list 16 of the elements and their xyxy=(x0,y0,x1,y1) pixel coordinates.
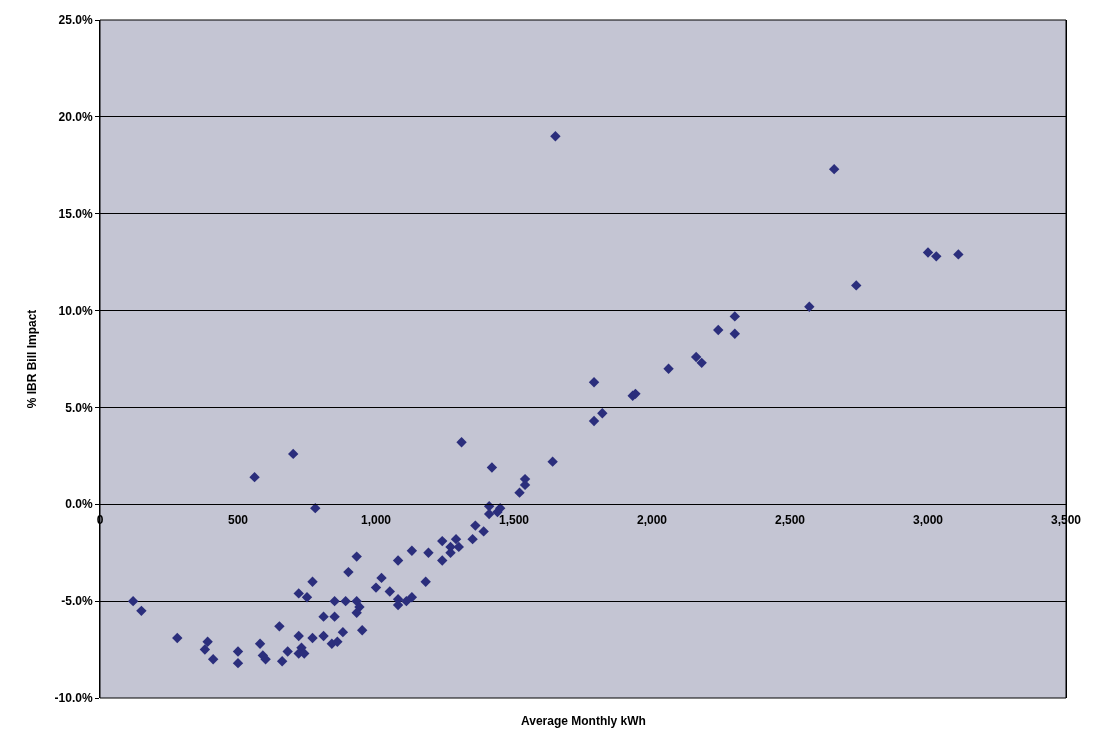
y-tick-label: 5.0% xyxy=(65,400,93,415)
x-axis-title: Average Monthly kWh xyxy=(521,714,646,728)
y-tick-label: -10.0% xyxy=(54,691,93,706)
y-tick-label: 10.0% xyxy=(58,303,93,318)
x-tick-label: 1,500 xyxy=(498,512,530,527)
x-tick-label: 2,500 xyxy=(774,512,806,527)
x-tick-label: 3,000 xyxy=(912,512,944,527)
y-tick-label: -5.0% xyxy=(61,594,93,609)
y-tick-label: 20.0% xyxy=(58,110,93,125)
y-tick-label: 15.0% xyxy=(58,206,93,221)
x-tick-label: 1,000 xyxy=(360,512,392,527)
y-axis-title: % IBR Bill Impact xyxy=(24,309,39,409)
x-tick-label: 2,000 xyxy=(636,512,668,527)
y-tick-label: 0.0% xyxy=(65,497,93,512)
x-tick-label: 500 xyxy=(227,512,249,527)
y-tick-label: 25.0% xyxy=(58,13,93,28)
